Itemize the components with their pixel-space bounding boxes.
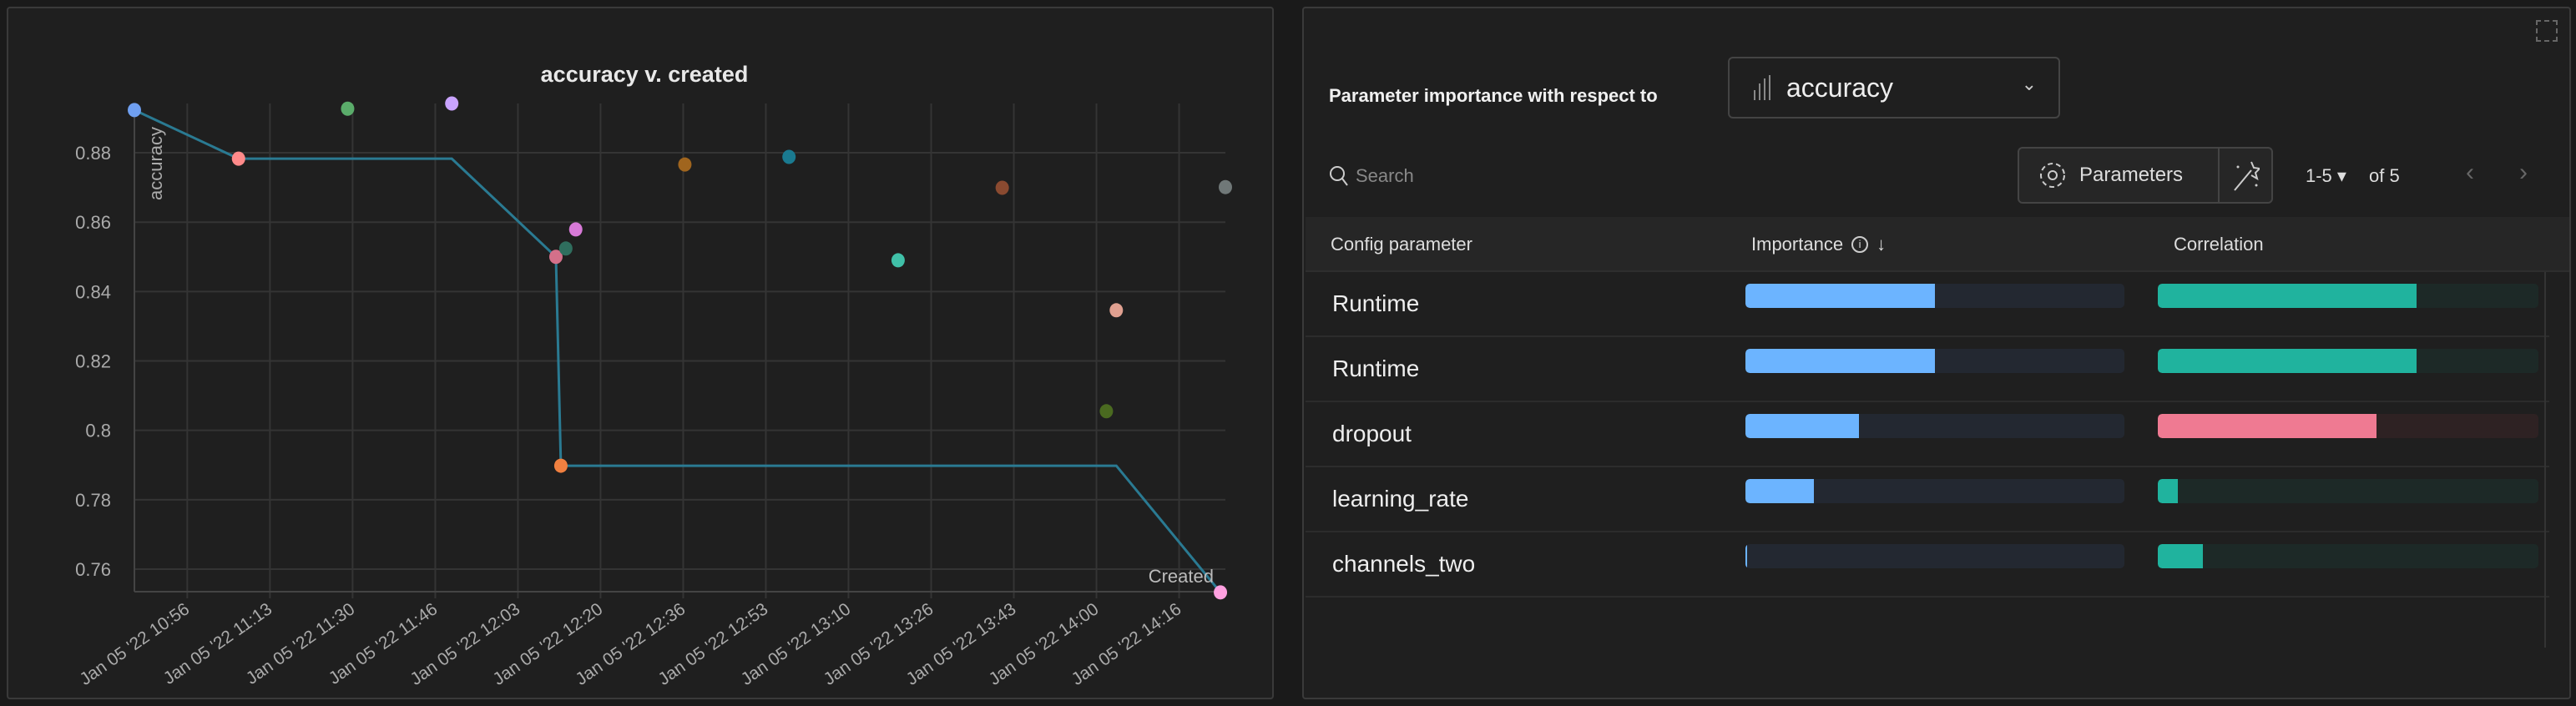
- y-tick-label: 0.86: [75, 212, 111, 233]
- y-tick-label: 0.78: [75, 490, 111, 511]
- correlation-bar: [2158, 479, 2538, 503]
- prev-page-button[interactable]: ‹: [2466, 159, 2474, 186]
- page-size-dropdown[interactable]: 1-5 ▾: [2306, 165, 2346, 186]
- correlation-bar-fill: [2158, 414, 2377, 438]
- y-axis-label: accuracy: [145, 127, 166, 200]
- importance-bar-fill: [1745, 349, 1935, 373]
- accuracy-vs-created-chart: accuracy v. created 0.76 0.78 0.8 0.82 0.84 0…: [75, 62, 1232, 689]
- parameters-label: Parameters: [2079, 164, 2184, 186]
- metric-dropdown[interactable]: accuracy ⌄: [1728, 57, 2060, 119]
- y-tick-label: 0.82: [75, 351, 111, 372]
- parameters-button[interactable]: Parameters: [2019, 149, 2220, 202]
- x-axis-label: Created: [1149, 566, 1214, 587]
- chart-title: accuracy v. created: [541, 62, 749, 87]
- gear-icon: [2040, 163, 2065, 188]
- correlation-bar-fill: [2158, 544, 2203, 568]
- importance-bar-fill: [1745, 414, 1860, 438]
- param-name: channels_two: [1332, 551, 1476, 577]
- importance-bar: [1745, 414, 2124, 438]
- data-point[interactable]: [558, 241, 573, 256]
- data-point[interactable]: [1219, 179, 1232, 194]
- table-row[interactable]: Runtime: [1306, 272, 2549, 337]
- correlation-bar-fill: [2158, 479, 2179, 503]
- next-page-button[interactable]: ›: [2519, 159, 2528, 186]
- chevron-down-icon: ⌄: [2021, 73, 2037, 94]
- table-scrollbar[interactable]: [2544, 272, 2546, 648]
- best-accuracy-line: [134, 108, 1222, 593]
- correlation-bar: [2158, 284, 2538, 308]
- data-point[interactable]: [341, 101, 355, 116]
- parameters-button-group: Parameters: [2018, 147, 2273, 204]
- importance-bar-fill: [1745, 544, 1748, 568]
- importance-bar: [1745, 479, 2124, 503]
- column-correlation[interactable]: Correlation: [2174, 234, 2264, 255]
- data-point[interactable]: [1214, 585, 1228, 600]
- search-placeholder: Search: [1356, 165, 1414, 186]
- importance-bar: [1745, 284, 2124, 308]
- data-point[interactable]: [678, 157, 692, 172]
- data-point[interactable]: [548, 250, 563, 265]
- importance-bar-fill: [1745, 284, 1935, 308]
- fullscreen-icon[interactable]: [2536, 20, 2558, 42]
- data-point[interactable]: [891, 253, 905, 268]
- correlation-bar: [2158, 544, 2538, 568]
- y-tick-label: 0.84: [75, 281, 111, 302]
- table-row[interactable]: Runtime: [1306, 337, 2549, 402]
- importance-bar-fill: [1745, 479, 1814, 503]
- scatter-chart-panel: accuracy v. created 0.76 0.78 0.8 0.82 0.84 0…: [7, 7, 1274, 699]
- correlation-bar-fill: [2158, 349, 2417, 373]
- y-tick-label: 0.8: [85, 421, 111, 441]
- table-row[interactable]: dropout: [1306, 402, 2549, 467]
- y-tick-label: 0.88: [75, 143, 111, 164]
- data-point[interactable]: [1109, 303, 1124, 318]
- param-name: Runtime: [1332, 290, 1420, 316]
- importance-label: Importance: [1751, 234, 1844, 255]
- data-point[interactable]: [782, 149, 796, 164]
- magic-wand-button[interactable]: [2220, 159, 2271, 192]
- metric-value: accuracy: [1786, 72, 1894, 103]
- search-input[interactable]: Search: [1329, 165, 1414, 187]
- data-point[interactable]: [231, 151, 245, 166]
- column-importance[interactable]: Importance i ↓: [1751, 234, 1886, 255]
- info-icon[interactable]: i: [1851, 236, 1869, 253]
- importance-bar: [1745, 544, 2124, 568]
- parameter-importance-panel: Parameter importance with respect to acc…: [1302, 7, 2571, 699]
- data-point[interactable]: [445, 96, 459, 111]
- data-point[interactable]: [128, 103, 141, 118]
- param-name: Runtime: [1332, 356, 1420, 381]
- page-range: 1-5: [2306, 165, 2332, 186]
- table-row[interactable]: channels_two: [1306, 532, 2549, 598]
- column-config-parameter[interactable]: Config parameter: [1331, 234, 1472, 255]
- table-header: Config parameter Importance i ↓ Correlat…: [1306, 217, 2569, 272]
- sort-descending-icon[interactable]: ↓: [1876, 234, 1887, 255]
- param-name: dropout: [1332, 421, 1412, 446]
- correlation-bar: [2158, 349, 2538, 373]
- table-row[interactable]: learning_rate: [1306, 467, 2549, 532]
- bar-chart-icon: [1754, 75, 1770, 100]
- search-icon: [1330, 166, 1348, 186]
- correlation-bar-fill: [2158, 284, 2417, 308]
- param-name: learning_rate: [1332, 486, 1469, 512]
- data-point[interactable]: [553, 458, 568, 473]
- data-point[interactable]: [1099, 404, 1114, 419]
- page-total: of 5: [2369, 165, 2400, 186]
- data-point[interactable]: [995, 180, 1009, 195]
- panel-title: Parameter importance with respect to: [1329, 85, 1658, 106]
- magic-wand-icon: [2234, 161, 2260, 191]
- correlation-bar: [2158, 414, 2538, 438]
- importance-bar: [1745, 349, 2124, 373]
- y-tick-label: 0.76: [75, 559, 111, 580]
- data-point[interactable]: [568, 222, 583, 237]
